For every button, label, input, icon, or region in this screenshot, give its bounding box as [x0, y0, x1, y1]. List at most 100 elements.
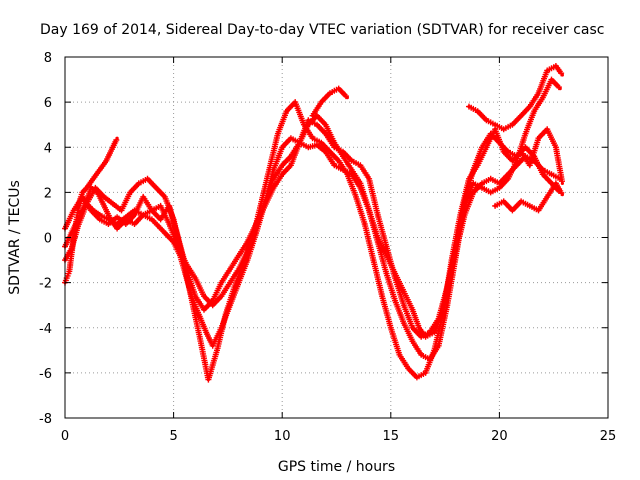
- data-point: [471, 168, 475, 172]
- data-point: [560, 73, 564, 77]
- data-point: [506, 177, 510, 181]
- data-point: [104, 159, 108, 163]
- data-point: [410, 339, 415, 343]
- data-point: [106, 222, 111, 226]
- data-point: [267, 168, 271, 172]
- data-point: [245, 240, 250, 244]
- data-point: [91, 177, 95, 181]
- x-tick-label: 20: [491, 429, 508, 444]
- data-point: [380, 294, 384, 298]
- data-point: [306, 118, 310, 122]
- data-point: [193, 276, 197, 280]
- series-markers: [466, 63, 565, 133]
- data-point: [354, 195, 358, 199]
- data-point: [315, 114, 319, 118]
- data-point: [311, 136, 315, 140]
- x-tick-label: 0: [61, 429, 69, 444]
- y-tick-label: 2: [44, 186, 52, 201]
- series-line: [63, 137, 562, 347]
- data-point: [417, 326, 421, 330]
- data-point: [510, 159, 515, 163]
- data-point: [211, 344, 215, 348]
- data-point: [202, 308, 206, 312]
- data-point: [119, 208, 124, 213]
- data-point: [528, 204, 532, 208]
- x-tick-label: 25: [600, 429, 617, 444]
- data-point: [493, 127, 497, 131]
- data-point: [432, 330, 436, 334]
- data-point: [219, 294, 223, 298]
- data-point: [358, 163, 362, 167]
- series-track-8: [492, 180, 565, 214]
- series-track-1: [62, 135, 562, 349]
- data-point: [510, 208, 515, 213]
- data-point: [536, 136, 541, 140]
- data-point: [554, 64, 558, 68]
- data-point: [271, 168, 276, 172]
- x-tick-label: 15: [383, 429, 400, 444]
- series-track-2: [62, 99, 565, 383]
- data-point: [328, 150, 332, 154]
- data-point: [289, 136, 293, 140]
- data-point: [237, 253, 241, 258]
- data-point: [280, 163, 284, 167]
- data-point: [98, 217, 102, 222]
- data-point: [515, 154, 519, 158]
- data-point: [254, 222, 258, 226]
- data-point: [436, 317, 441, 321]
- data-point: [480, 181, 484, 185]
- data-point: [150, 217, 154, 222]
- data-point: [319, 100, 323, 104]
- data-point: [72, 208, 76, 213]
- data-point: [76, 217, 80, 222]
- data-point: [271, 186, 276, 190]
- data-point: [545, 68, 549, 73]
- data-point: [463, 199, 467, 203]
- data-point: [350, 168, 354, 172]
- data-point: [419, 335, 423, 339]
- data-point: [228, 267, 232, 271]
- data-point: [406, 366, 410, 370]
- data-point: [367, 177, 371, 181]
- data-point: [536, 91, 541, 95]
- data-point: [519, 199, 523, 203]
- data-point: [324, 123, 328, 127]
- data-point: [541, 96, 545, 100]
- series-track-4: [62, 117, 562, 340]
- data-point: [85, 186, 89, 190]
- data-point: [384, 272, 389, 276]
- data-point: [367, 208, 371, 213]
- data-point: [145, 177, 150, 181]
- data-point: [436, 344, 441, 348]
- data-point: [69, 247, 74, 251]
- data-point: [237, 267, 241, 271]
- data-point: [245, 249, 250, 253]
- series-markers: [62, 99, 565, 383]
- data-point: [532, 154, 536, 158]
- data-point: [167, 204, 171, 208]
- data-point: [428, 357, 432, 361]
- data-point: [102, 204, 106, 208]
- data-point: [80, 190, 84, 194]
- data-point: [493, 123, 497, 127]
- x-tick-label: 10: [274, 429, 291, 444]
- data-point: [545, 127, 549, 131]
- y-tick-label: -8: [39, 412, 52, 427]
- y-tick-label: -4: [39, 322, 52, 337]
- data-point: [506, 150, 510, 154]
- data-point: [410, 308, 415, 312]
- data-point: [402, 321, 406, 325]
- y-tick-label: 0: [44, 232, 52, 247]
- data-point: [428, 330, 432, 334]
- data-point: [141, 213, 145, 217]
- data-point: [467, 105, 471, 109]
- series-markers: [62, 135, 561, 349]
- data-point: [156, 224, 160, 228]
- data-point: [376, 240, 380, 244]
- y-tick-label: 4: [44, 141, 52, 156]
- data-point: [454, 244, 458, 249]
- data-point: [480, 145, 484, 149]
- series-layer: [62, 63, 565, 383]
- data-point: [111, 145, 115, 149]
